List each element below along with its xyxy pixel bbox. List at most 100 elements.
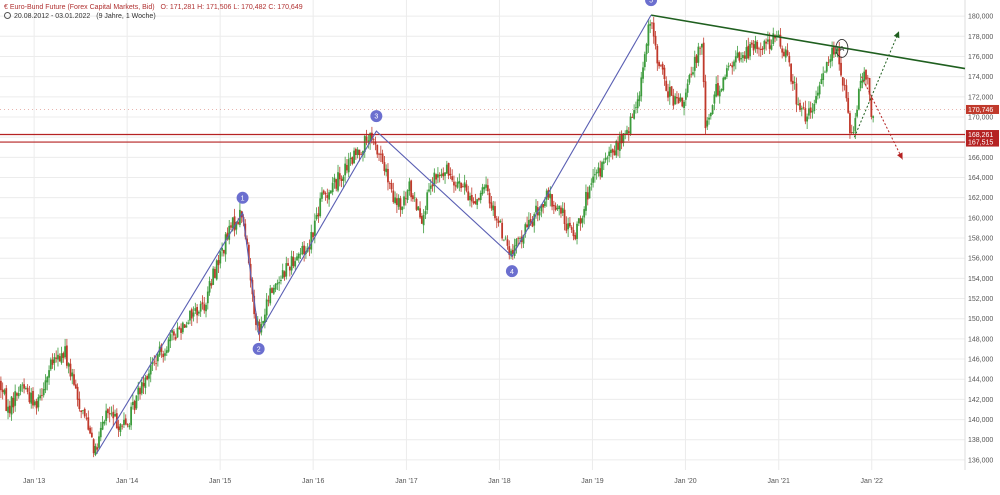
x-tick-label: Jan '14: [116, 478, 138, 485]
candle-down: [74, 384, 77, 389]
candle-up: [708, 117, 710, 120]
candle-down: [695, 55, 698, 63]
candle-down: [779, 34, 782, 47]
candle-up: [766, 39, 769, 42]
candle-up: [301, 245, 304, 255]
candle-down: [729, 65, 732, 67]
candle-up: [281, 270, 284, 279]
candle-up: [24, 388, 27, 390]
candle-down: [486, 185, 489, 192]
candle-up: [171, 330, 174, 333]
candle-up: [53, 357, 56, 364]
candle-up: [219, 251, 222, 264]
candle-up: [626, 129, 628, 134]
candle-down: [89, 427, 91, 434]
candle-down: [390, 183, 393, 190]
candle-down: [126, 423, 129, 426]
candle-down: [41, 395, 43, 396]
candle-up: [94, 446, 97, 455]
candle-down: [472, 201, 475, 204]
candle-down: [55, 357, 58, 359]
candle-down: [488, 192, 491, 204]
x-tick-label: Jan '21: [768, 478, 790, 485]
candle-up: [645, 44, 648, 55]
candle-up: [413, 197, 416, 199]
x-tick-label: Jan '22: [861, 478, 883, 485]
candle-up: [333, 177, 336, 183]
candle-up: [221, 248, 223, 251]
candle-up: [818, 85, 821, 95]
wave-badge: [236, 191, 249, 204]
candle-down: [768, 39, 771, 49]
candle-down: [354, 149, 357, 156]
candle-up: [624, 133, 627, 135]
candle-up: [834, 51, 837, 54]
candle-up: [17, 393, 20, 397]
candle-down: [133, 401, 136, 411]
candle-up: [777, 34, 780, 37]
candle-up: [686, 83, 689, 93]
candle-up: [727, 66, 730, 68]
candle-down: [288, 266, 291, 271]
wave-badge-label: 2: [257, 346, 261, 353]
candle-up: [7, 406, 9, 413]
y-tick-label: 164,000: [968, 175, 993, 182]
candle-down: [217, 260, 220, 266]
candle-down: [146, 376, 149, 380]
candle-up: [533, 214, 536, 226]
wave-badge-label: 5: [649, 0, 653, 5]
candle-up: [57, 354, 59, 360]
candle-up: [212, 268, 215, 285]
candle-down: [395, 198, 398, 205]
candle-down: [338, 173, 341, 180]
candle-up: [149, 364, 152, 375]
projection-down-arrow-head: [897, 152, 903, 160]
candle-up: [21, 384, 24, 386]
candle-down: [845, 85, 848, 99]
candle-up: [638, 95, 641, 102]
candle-down: [865, 69, 867, 80]
candle-down: [670, 86, 673, 96]
candle-up: [297, 253, 300, 259]
candle-up: [105, 410, 108, 421]
candle-up: [235, 221, 238, 230]
candle-up: [674, 96, 677, 105]
candle-down: [847, 97, 850, 113]
wave-badge: [505, 265, 518, 278]
candle-down: [322, 190, 325, 194]
candle-up: [800, 108, 803, 110]
candle-down: [62, 353, 65, 358]
wave-badge: [645, 0, 658, 7]
candle-up: [693, 57, 696, 71]
candle-down: [32, 390, 34, 406]
candle-up: [189, 310, 191, 321]
candle-down: [752, 44, 755, 51]
candle-down: [809, 107, 812, 113]
candle-up: [276, 282, 279, 285]
candle-up: [815, 96, 817, 103]
candle-up: [208, 281, 211, 293]
y-tick-label: 160,000: [968, 215, 993, 222]
candle-up: [187, 322, 190, 324]
candle-down: [65, 345, 68, 366]
candle-down: [565, 223, 568, 231]
candle-down: [841, 77, 844, 86]
candle-up: [606, 157, 609, 159]
candle-down: [78, 398, 81, 409]
candle-up: [538, 212, 541, 216]
candle-up: [42, 389, 45, 396]
circle-marker-label: A: [840, 46, 845, 53]
candle-down: [85, 417, 88, 419]
candle-up: [344, 163, 347, 176]
candle-down: [160, 344, 163, 352]
candle-up: [337, 172, 339, 191]
candle-up: [30, 392, 33, 404]
candle-up: [228, 225, 231, 240]
candle-down: [253, 295, 256, 315]
candle-up: [294, 261, 297, 267]
candle-up: [60, 353, 63, 363]
candle-down: [465, 184, 468, 191]
candle-up: [590, 183, 593, 185]
x-tick-label: Jan '17: [395, 478, 417, 485]
